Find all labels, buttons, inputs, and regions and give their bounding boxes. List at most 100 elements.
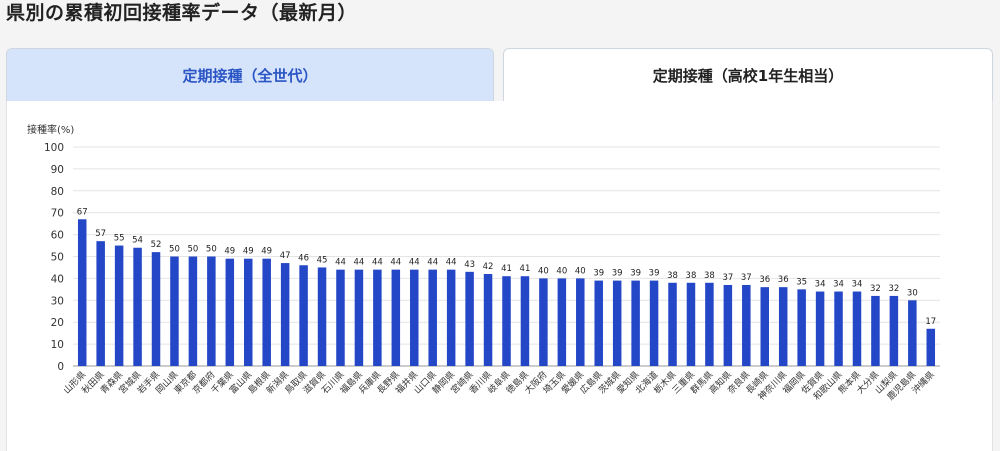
- bar: [612, 280, 622, 366]
- data-label: 30: [907, 288, 918, 298]
- bar: [188, 256, 198, 366]
- page-title: 県別の累積初回接種率データ（最新月）: [6, 2, 358, 24]
- data-label: 41: [520, 264, 531, 274]
- y-tick-label: 100: [44, 142, 64, 154]
- vaccination-rate-bar-chart: 接種率(%)010203040506070809010067山形県57秋田県55…: [27, 123, 940, 403]
- y-tick-label: 70: [51, 208, 64, 220]
- y-tick-label: 40: [51, 273, 64, 285]
- bar: [834, 291, 843, 366]
- y-tick-label: 60: [51, 230, 64, 242]
- data-label: 42: [483, 262, 494, 272]
- data-label: 52: [151, 240, 162, 250]
- bar: [686, 282, 696, 366]
- bar: [299, 265, 308, 366]
- bar: [778, 287, 788, 366]
- bar: [465, 271, 474, 366]
- data-label: 39: [612, 269, 623, 279]
- y-tick-label: 90: [51, 164, 64, 176]
- data-label: 44: [354, 258, 365, 268]
- data-label: 40: [556, 266, 567, 276]
- bar: [446, 269, 456, 366]
- bar: [336, 269, 345, 366]
- data-label: 36: [778, 275, 789, 285]
- data-label: 38: [686, 271, 697, 281]
- bar: [705, 282, 714, 366]
- bar: [170, 256, 179, 366]
- bar: [502, 276, 511, 366]
- data-label: 37: [722, 273, 733, 283]
- data-label: 44: [335, 258, 346, 268]
- bar: [280, 263, 290, 366]
- data-label: 50: [187, 245, 198, 255]
- data-label: 55: [114, 234, 125, 244]
- bar: [243, 258, 253, 366]
- data-label: 57: [95, 229, 106, 239]
- data-label: 36: [759, 275, 770, 285]
- data-label: 35: [796, 277, 807, 287]
- bar: [557, 278, 567, 366]
- bar: [889, 295, 899, 366]
- data-label: 47: [280, 251, 291, 261]
- data-label: 54: [132, 236, 143, 246]
- bar: [373, 269, 382, 366]
- data-label: 39: [593, 269, 604, 279]
- bar: [594, 280, 603, 366]
- data-label: 41: [501, 264, 512, 274]
- bar: [723, 284, 733, 366]
- bar: [576, 278, 585, 366]
- bar: [114, 245, 124, 366]
- data-label: 34: [833, 280, 844, 290]
- bar: [520, 276, 530, 366]
- data-label: 43: [464, 260, 475, 270]
- bar: [96, 241, 105, 366]
- y-axis-label: 接種率(%): [27, 123, 74, 136]
- tab-all-generations[interactable]: 定期接種（全世代）: [6, 48, 494, 102]
- bar: [871, 295, 880, 366]
- bar: [852, 291, 862, 366]
- data-label: 39: [649, 269, 660, 279]
- bar: [77, 219, 87, 366]
- data-label: 67: [77, 207, 88, 217]
- data-label: 38: [667, 271, 678, 281]
- y-tick-label: 50: [51, 252, 64, 264]
- bar: [668, 282, 677, 366]
- data-label: 34: [815, 280, 826, 290]
- data-label: 44: [446, 258, 457, 268]
- data-label: 32: [870, 284, 881, 294]
- data-label: 34: [852, 280, 863, 290]
- data-label: 40: [538, 266, 549, 276]
- data-label: 50: [169, 245, 180, 255]
- data-label: 38: [704, 271, 715, 281]
- bar: [797, 289, 806, 366]
- bar: [391, 269, 401, 366]
- data-label: 44: [409, 258, 420, 268]
- bar: [317, 267, 327, 366]
- bar: [483, 274, 493, 366]
- data-label: 39: [630, 269, 641, 279]
- bar: [225, 258, 235, 366]
- data-label: 17: [925, 317, 936, 327]
- data-label: 44: [390, 258, 401, 268]
- data-label: 37: [741, 273, 752, 283]
- bar: [539, 278, 548, 366]
- bar: [815, 291, 825, 366]
- data-label: 44: [427, 258, 438, 268]
- bar: [354, 269, 364, 366]
- chart-panel: 接種率(%) 0 10 20 30 40 50 60 70 80 90 100 67 山形県 57 秋田県 55…: [6, 101, 993, 451]
- bar: [410, 269, 419, 366]
- y-tick-label: 30: [51, 295, 64, 307]
- data-label: 49: [224, 247, 235, 257]
- bar: [631, 280, 640, 366]
- y-tick-label: 10: [51, 339, 64, 351]
- y-tick-label: 80: [51, 186, 64, 198]
- bar: [908, 300, 917, 366]
- data-label: 40: [575, 266, 586, 276]
- data-label: 46: [298, 253, 309, 263]
- bar: [742, 284, 751, 366]
- tab-high-school-first-year[interactable]: 定期接種（高校1年生相当）: [503, 48, 993, 102]
- bar: [262, 258, 271, 366]
- bar: [151, 252, 161, 366]
- bar: [133, 247, 142, 366]
- bar: [926, 328, 936, 366]
- bar: [428, 269, 437, 366]
